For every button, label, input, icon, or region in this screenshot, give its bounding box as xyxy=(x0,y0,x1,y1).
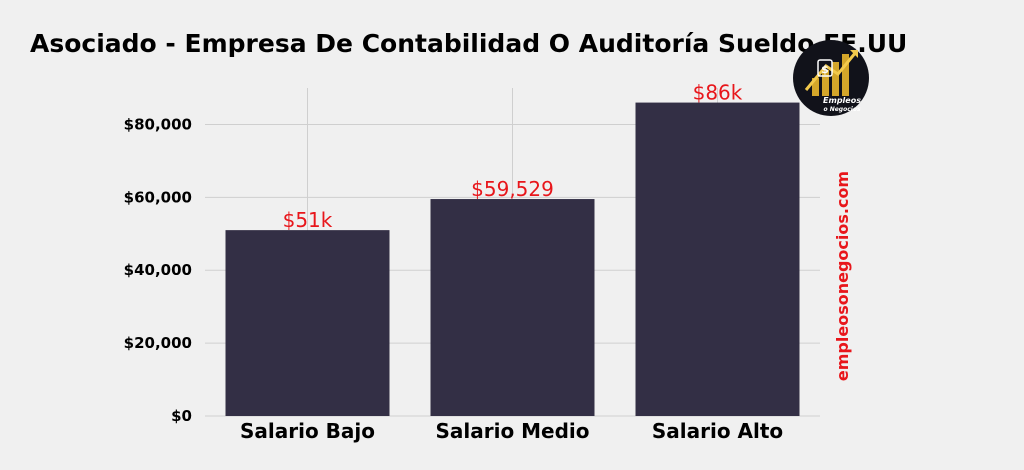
bar xyxy=(225,230,390,416)
data-label: $59,529 xyxy=(471,177,554,201)
logo-text-line2: o Negocios xyxy=(823,106,860,113)
y-tick-label: $40,000 xyxy=(124,261,192,279)
x-tick-label: Salario Medio xyxy=(435,419,589,443)
dollar-chart-logo-icon: $ xyxy=(804,50,858,96)
svg-text:$: $ xyxy=(821,63,829,76)
y-tick-label: $20,000 xyxy=(124,334,192,352)
y-tick-label: $0 xyxy=(171,407,192,425)
y-tick-label: $80,000 xyxy=(124,115,192,133)
x-axis: Salario Bajo Salario Medio Salario Alto xyxy=(240,419,783,443)
bar xyxy=(635,102,800,417)
data-labels: $51k $59,529 $86k xyxy=(283,81,743,233)
data-label: $51k xyxy=(283,208,333,232)
watermark-text: empleosonegocios.com xyxy=(833,171,852,381)
logo-text-line1: Empleos xyxy=(823,96,861,105)
chart-title: Asociado - Empresa De Contabilidad O Aud… xyxy=(30,29,907,58)
y-axis: $0 $20,000 $40,000 $60,000 $80,000 xyxy=(124,115,192,425)
x-tick-label: Salario Alto xyxy=(652,419,783,443)
x-tick-label: Salario Bajo xyxy=(240,419,375,443)
data-label: $86k xyxy=(693,81,743,105)
site-logo-icon: $ Empleos o Negocios xyxy=(793,40,869,116)
bars xyxy=(225,102,800,417)
y-tick-label: $60,000 xyxy=(124,188,192,206)
bar xyxy=(430,199,595,416)
